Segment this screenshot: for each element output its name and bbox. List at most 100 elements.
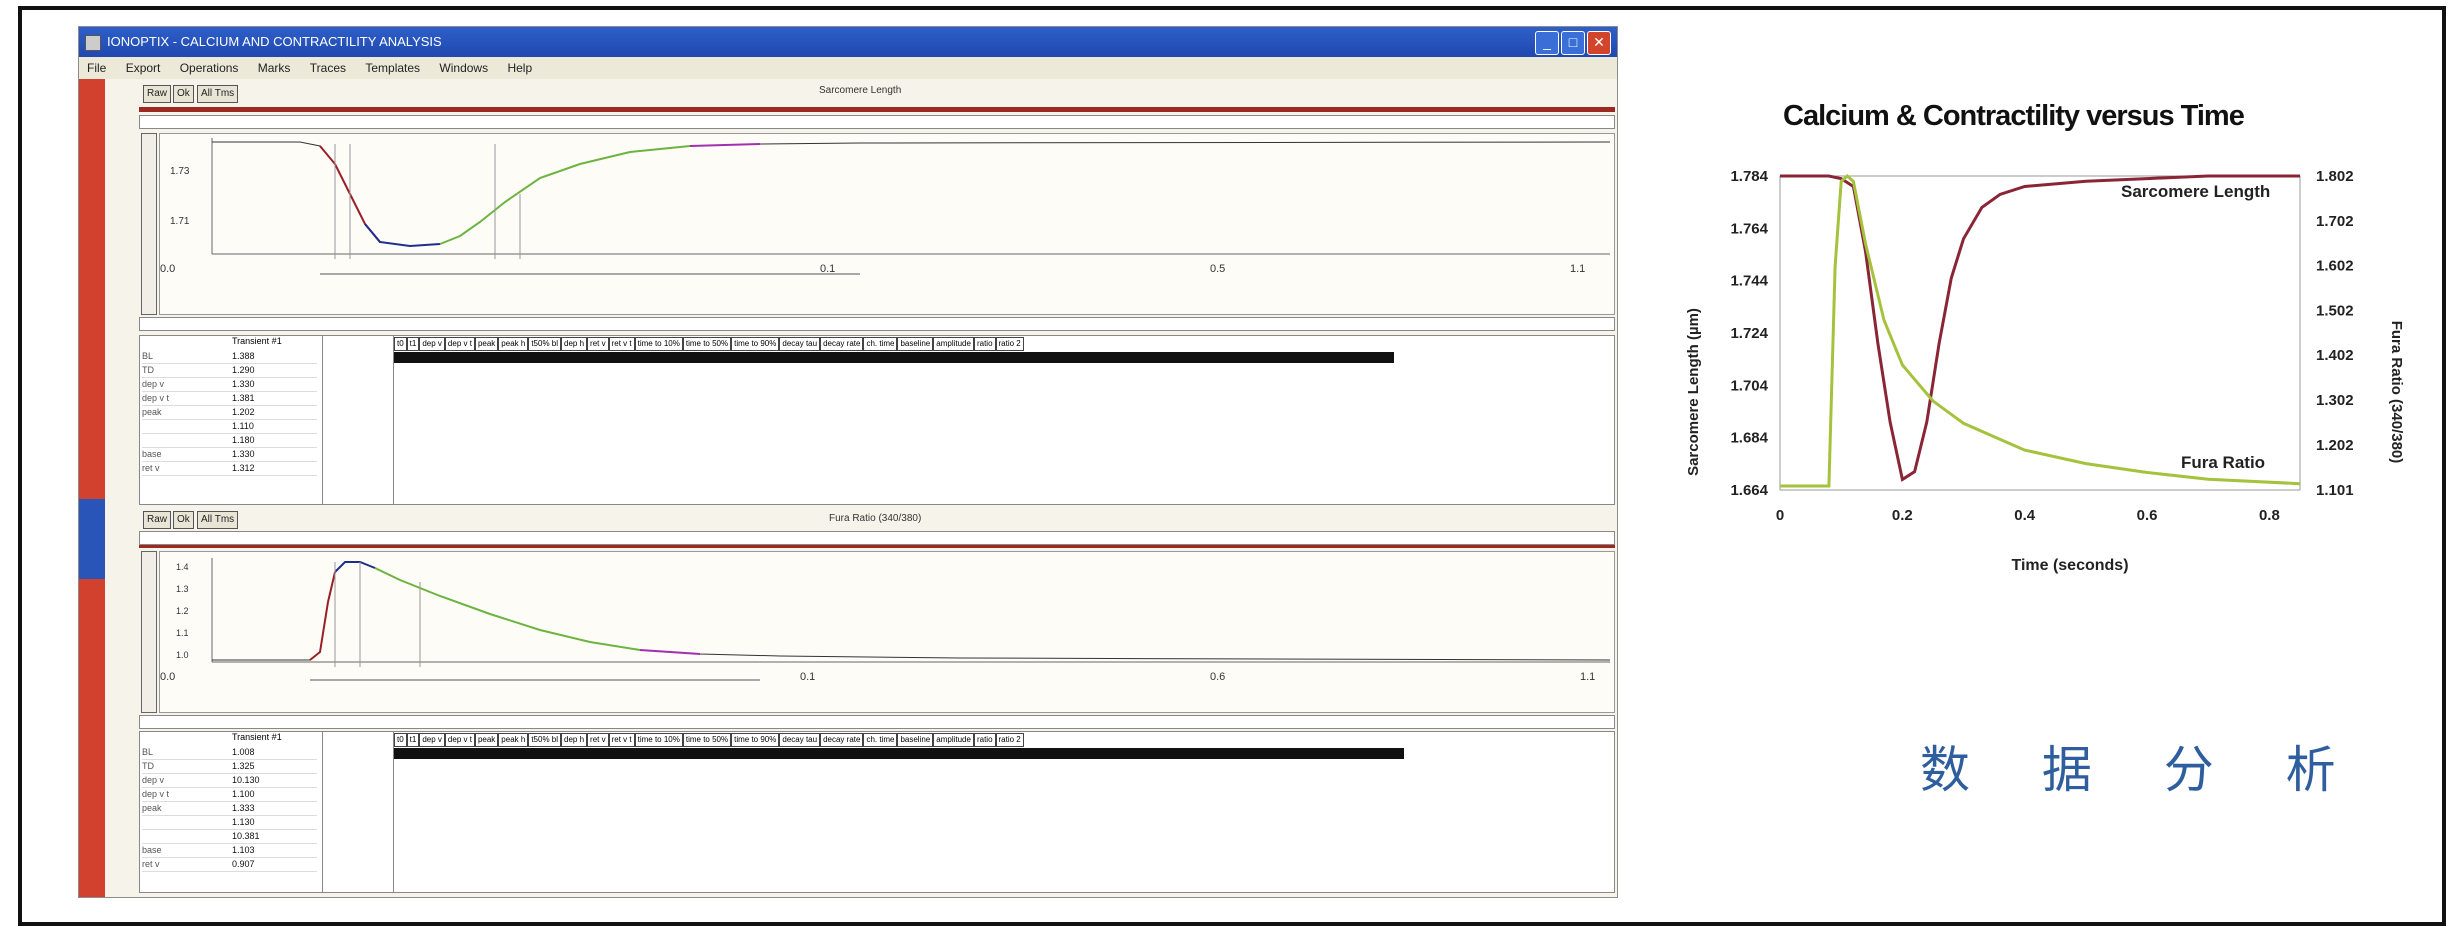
- table-row[interactable]: dep v t 1.100: [142, 788, 317, 802]
- col-header[interactable]: decay tau: [779, 733, 821, 747]
- col-header[interactable]: ch. time: [863, 337, 898, 351]
- col-header[interactable]: ratio: [973, 733, 996, 747]
- vertical-scrollbar[interactable]: [141, 133, 157, 315]
- col-header[interactable]: peak: [474, 733, 499, 747]
- col-header[interactable]: ratio 2: [995, 337, 1024, 351]
- selected-data-row[interactable]: [394, 352, 1394, 363]
- minimize-button[interactable]: _: [1535, 31, 1559, 55]
- table-row[interactable]: ret v 0.907: [142, 858, 317, 872]
- menu-traces[interactable]: Traces: [309, 61, 347, 75]
- panel-title: Fura Ratio (340/380): [829, 513, 922, 524]
- col-header[interactable]: ret v: [587, 337, 609, 351]
- table-row[interactable]: dep v 10.130: [142, 774, 317, 788]
- col-header[interactable]: dep v: [419, 337, 445, 351]
- col-header[interactable]: ratio 2: [995, 733, 1024, 747]
- col-header[interactable]: decay rate: [820, 733, 864, 747]
- menu-export[interactable]: Export: [125, 61, 161, 75]
- all-tms-button[interactable]: All Tms: [197, 511, 239, 529]
- all-tms-button[interactable]: All Tms: [197, 85, 239, 103]
- col-header[interactable]: dep v t: [444, 337, 475, 351]
- col-header[interactable]: ret v: [587, 733, 609, 747]
- table-row[interactable]: peak 1.333: [142, 802, 317, 816]
- table-row[interactable]: 1.130: [142, 816, 317, 830]
- y-right-tick-label: 1.402: [2316, 347, 2354, 364]
- menu-templates[interactable]: Templates: [365, 61, 421, 75]
- close-button[interactable]: ✕: [1587, 31, 1611, 55]
- col-header[interactable]: amplitude: [933, 733, 974, 747]
- table-row[interactable]: ret v 1.312: [142, 462, 317, 476]
- menu-marks[interactable]: Marks: [257, 61, 291, 75]
- table-row[interactable]: peak 1.202: [142, 406, 317, 420]
- x-tick-label: 0.4: [2014, 507, 2036, 524]
- col-header[interactable]: time to 10%: [634, 733, 683, 747]
- col-header[interactable]: ch. time: [863, 733, 898, 747]
- col-header[interactable]: t0: [394, 337, 407, 351]
- col-header[interactable]: ratio: [973, 337, 996, 351]
- bottom-results-table: Transient #1 BL 1.008 TD 1.325 dep v 10.130…: [139, 731, 1615, 893]
- series-annotation: Fura Ratio: [2181, 453, 2265, 472]
- table-row[interactable]: BL 1.388: [142, 350, 317, 364]
- col-header[interactable]: decay tau: [779, 337, 821, 351]
- col-header[interactable]: t1: [406, 733, 420, 747]
- col-header[interactable]: t1: [406, 337, 420, 351]
- table-row[interactable]: 1.180: [142, 434, 317, 448]
- series-line-fura-ratio: [1780, 173, 2301, 488]
- window-titlebar[interactable]: IONOPTIX - CALCIUM AND CONTRACTILITY ANA…: [79, 27, 1617, 57]
- table-row[interactable]: base 1.103: [142, 844, 317, 858]
- left-sidebar: [79, 79, 105, 897]
- sarcomere-trace-plot[interactable]: 1.73 1.71 0.0 0.1 0.5 1.1: [159, 133, 1615, 315]
- plot-hscrollbar[interactable]: [139, 317, 1615, 331]
- col-header[interactable]: dep h: [561, 337, 588, 351]
- table-row[interactable]: BL 1.008: [142, 746, 317, 760]
- col-header[interactable]: dep h: [561, 733, 588, 747]
- sidebar-blue-tab[interactable]: [79, 499, 105, 579]
- ok-button[interactable]: Ok: [173, 511, 194, 529]
- col-header[interactable]: peak h: [498, 337, 529, 351]
- col-header[interactable]: time to 50%: [682, 733, 732, 747]
- top-trace-panel: Raw Ok All Tms Sarcomere Length 1.73: [139, 79, 1615, 509]
- table-row[interactable]: TD 1.290: [142, 364, 317, 378]
- chart-axes: [1779, 175, 2301, 491]
- col-header[interactable]: ret v t: [608, 337, 635, 351]
- table-row[interactable]: dep v t 1.381: [142, 392, 317, 406]
- col-header[interactable]: time to 90%: [731, 733, 780, 747]
- raw-button[interactable]: Raw: [143, 85, 172, 103]
- table-row[interactable]: dep v 1.330: [142, 378, 317, 392]
- menu-file[interactable]: File: [87, 61, 107, 75]
- col-header[interactable]: time to 10%: [634, 337, 683, 351]
- col-header[interactable]: peak h: [498, 733, 529, 747]
- raw-button[interactable]: Raw: [143, 511, 172, 529]
- top-scrollbar[interactable]: [139, 531, 1615, 545]
- plot-hscrollbar[interactable]: [139, 715, 1615, 729]
- fura-trace-plot[interactable]: 1.4 1.3 1.2 1.1 1.0 0.0 0.1 0.6 1.1: [159, 551, 1615, 713]
- col-header[interactable]: t0: [394, 733, 407, 747]
- col-header[interactable]: peak: [474, 337, 499, 351]
- y-axis-label: Sarcomere Length (µm): [1685, 308, 1702, 476]
- table-row[interactable]: 10.381: [142, 830, 317, 844]
- menu-help[interactable]: Help: [507, 61, 533, 75]
- col-header[interactable]: baseline: [897, 733, 934, 747]
- col-header[interactable]: decay rate: [820, 337, 864, 351]
- ok-button[interactable]: Ok: [173, 85, 194, 103]
- menu-operations[interactable]: Operations: [179, 61, 239, 75]
- top-scrollbar[interactable]: [139, 115, 1615, 129]
- col-header[interactable]: t50% bl: [528, 337, 562, 351]
- column-header: Transient #1: [232, 732, 282, 742]
- col-header[interactable]: time to 90%: [731, 337, 780, 351]
- table-row[interactable]: 1.110: [142, 420, 317, 434]
- maximize-button[interactable]: □: [1561, 31, 1585, 55]
- col-header[interactable]: amplitude: [933, 337, 974, 351]
- vertical-scrollbar[interactable]: [141, 551, 157, 713]
- col-header[interactable]: dep v: [419, 733, 445, 747]
- col-header[interactable]: dep v t: [444, 733, 475, 747]
- col-header[interactable]: ret v t: [608, 733, 635, 747]
- x-tick-label: 0: [1776, 507, 1784, 524]
- menu-windows[interactable]: Windows: [439, 61, 489, 75]
- col-header[interactable]: time to 50%: [682, 337, 732, 351]
- table-row[interactable]: TD 1.325: [142, 760, 317, 774]
- col-header[interactable]: t50% bl: [528, 733, 562, 747]
- y-tick-label: 1.784: [1730, 168, 1768, 185]
- table-row[interactable]: base 1.330: [142, 448, 317, 462]
- col-header[interactable]: baseline: [897, 337, 934, 351]
- selected-data-row[interactable]: [394, 748, 1404, 759]
